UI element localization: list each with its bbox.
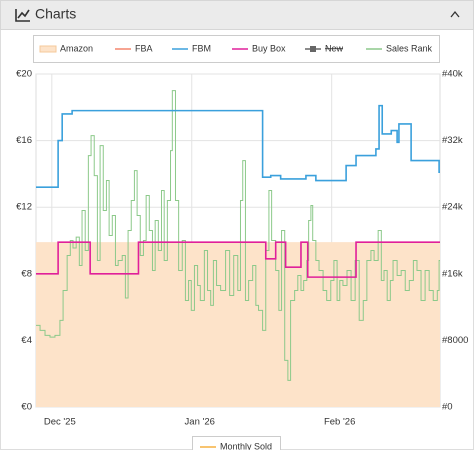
legend-label[interactable]: FBA: [135, 43, 153, 53]
y-tick-label: €20: [16, 69, 32, 80]
y-tick-label: €12: [16, 202, 32, 213]
legend-label[interactable]: Buy Box: [252, 43, 286, 53]
legend: Amazon FBA FBM Buy Box New Sales Rank: [39, 43, 433, 53]
panel-title: Charts: [35, 6, 76, 22]
y2-tick-label: #32k: [442, 135, 463, 146]
y-tick-label: €0: [21, 402, 32, 413]
series-line: [36, 104, 440, 189]
legend-marker: [310, 46, 316, 52]
y2-tick-label: #40k: [442, 69, 463, 80]
y-tick-label: €16: [16, 135, 32, 146]
x-tick-label: Jan '26: [185, 417, 215, 428]
legend-label[interactable]: Sales Rank: [386, 43, 433, 53]
y2-tick-label: #24k: [442, 202, 463, 213]
legend-label[interactable]: Amazon: [60, 43, 93, 53]
y-tick-label: €4: [21, 335, 32, 346]
x-tick-label: Feb '26: [324, 417, 355, 428]
legend-label[interactable]: FBM: [192, 43, 211, 53]
axes: €0 €4 €8 €12 €16 €20 #0 #8000 #16k #24k #32k #40k De…: [16, 69, 468, 428]
y2-tick-label: #16k: [442, 268, 463, 279]
panel-header[interactable]: [0, 0, 474, 30]
legend-swatch: [39, 45, 57, 53]
x-tick-label: Dec '25: [44, 417, 76, 428]
marks: [36, 90, 440, 407]
area: [36, 242, 440, 407]
footer-label[interactable]: Monthly Sold: [220, 441, 272, 450]
legend-label[interactable]: New: [325, 43, 344, 53]
footer-legend: Monthly Sold: [200, 441, 272, 450]
y2-tick-label: #8000: [442, 335, 468, 346]
series-line: [36, 241, 440, 278]
series-line: [36, 90, 440, 381]
collapse-caret[interactable]: [450, 10, 460, 18]
y-tick-label: €8: [21, 268, 32, 279]
chart-icon: [15, 9, 30, 22]
y2-tick-label: #0: [442, 402, 453, 413]
